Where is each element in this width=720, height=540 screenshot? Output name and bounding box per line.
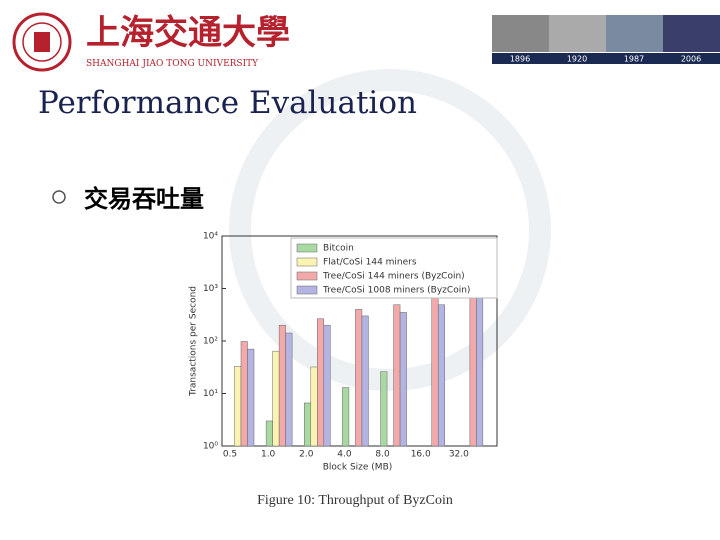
year: 2006 [681, 55, 701, 64]
x-tick-label: 16.0 [411, 450, 431, 460]
bar [380, 371, 388, 447]
school-name-en: SHANGHAI JIAO TONG UNIVERSITY [86, 59, 259, 69]
bar [399, 312, 407, 447]
legend-label: Tree/CoSi 1008 miners (ByzCoin) [322, 286, 470, 296]
bar [285, 332, 293, 447]
photo-strip [492, 15, 720, 64]
logo [12, 12, 72, 72]
legend-label: Tree/CoSi 144 miners (ByzCoin) [322, 272, 465, 282]
legend-label: Bitcoin [323, 244, 354, 254]
bullet-icon [52, 190, 66, 204]
legend-box [290, 237, 498, 299]
x-axis-title: Block Size (MB) [323, 463, 393, 473]
slide-title: Performance Evaluation [38, 85, 417, 121]
y-tick-label: 10⁴ [203, 232, 218, 242]
legend-swatch [296, 257, 318, 267]
watermark [229, 69, 551, 391]
chart: 10⁰ 10¹ 10² 10³ 10⁴ 0.5 1.0 2.0 4.0 8.0 16.0 32.0 Bl… [189, 232, 498, 473]
legend-label: Flat/CoSi 144 miners [323, 258, 417, 268]
bar [361, 315, 369, 447]
x-tick-label: 2.0 [299, 450, 314, 460]
bar [234, 366, 242, 447]
y-tick-label: 10³ [203, 284, 218, 294]
school-name-cn: 上海交通大學 [86, 13, 290, 53]
bar [278, 324, 286, 447]
year: 1987 [624, 55, 644, 64]
year: 1896 [510, 55, 530, 64]
bar [240, 341, 248, 447]
bar [393, 304, 401, 447]
y-tick-label: 10¹ [203, 389, 218, 399]
bar [342, 387, 350, 447]
y-axis-title: Transactions per Second [189, 286, 199, 397]
bar [355, 309, 363, 447]
bar [469, 290, 477, 447]
bar [323, 324, 331, 447]
bar [265, 420, 273, 447]
x-tick-label: 0.5 [223, 450, 237, 460]
bar [247, 348, 255, 447]
legend-swatch [296, 243, 318, 253]
bar [310, 366, 318, 447]
bar [431, 296, 439, 447]
legend-swatch [296, 285, 318, 295]
bullet-text: 交易吞吐量 [84, 185, 204, 213]
y-tick-label: 10² [203, 337, 218, 347]
bar [437, 304, 445, 447]
x-tick-label: 4.0 [337, 450, 352, 460]
bar [304, 402, 312, 447]
bar [476, 298, 484, 447]
bar [317, 318, 325, 447]
bar [272, 350, 280, 447]
caption: Figure 10: Throughput of ByzCoin [257, 493, 453, 508]
x-tick-label: 8.0 [375, 450, 390, 460]
legend-swatch [296, 271, 318, 281]
x-tick-label: 1.0 [261, 450, 276, 460]
x-tick-label: 32.0 [449, 450, 469, 460]
year: 1920 [567, 55, 587, 64]
y-tick-label: 10⁰ [203, 442, 218, 452]
